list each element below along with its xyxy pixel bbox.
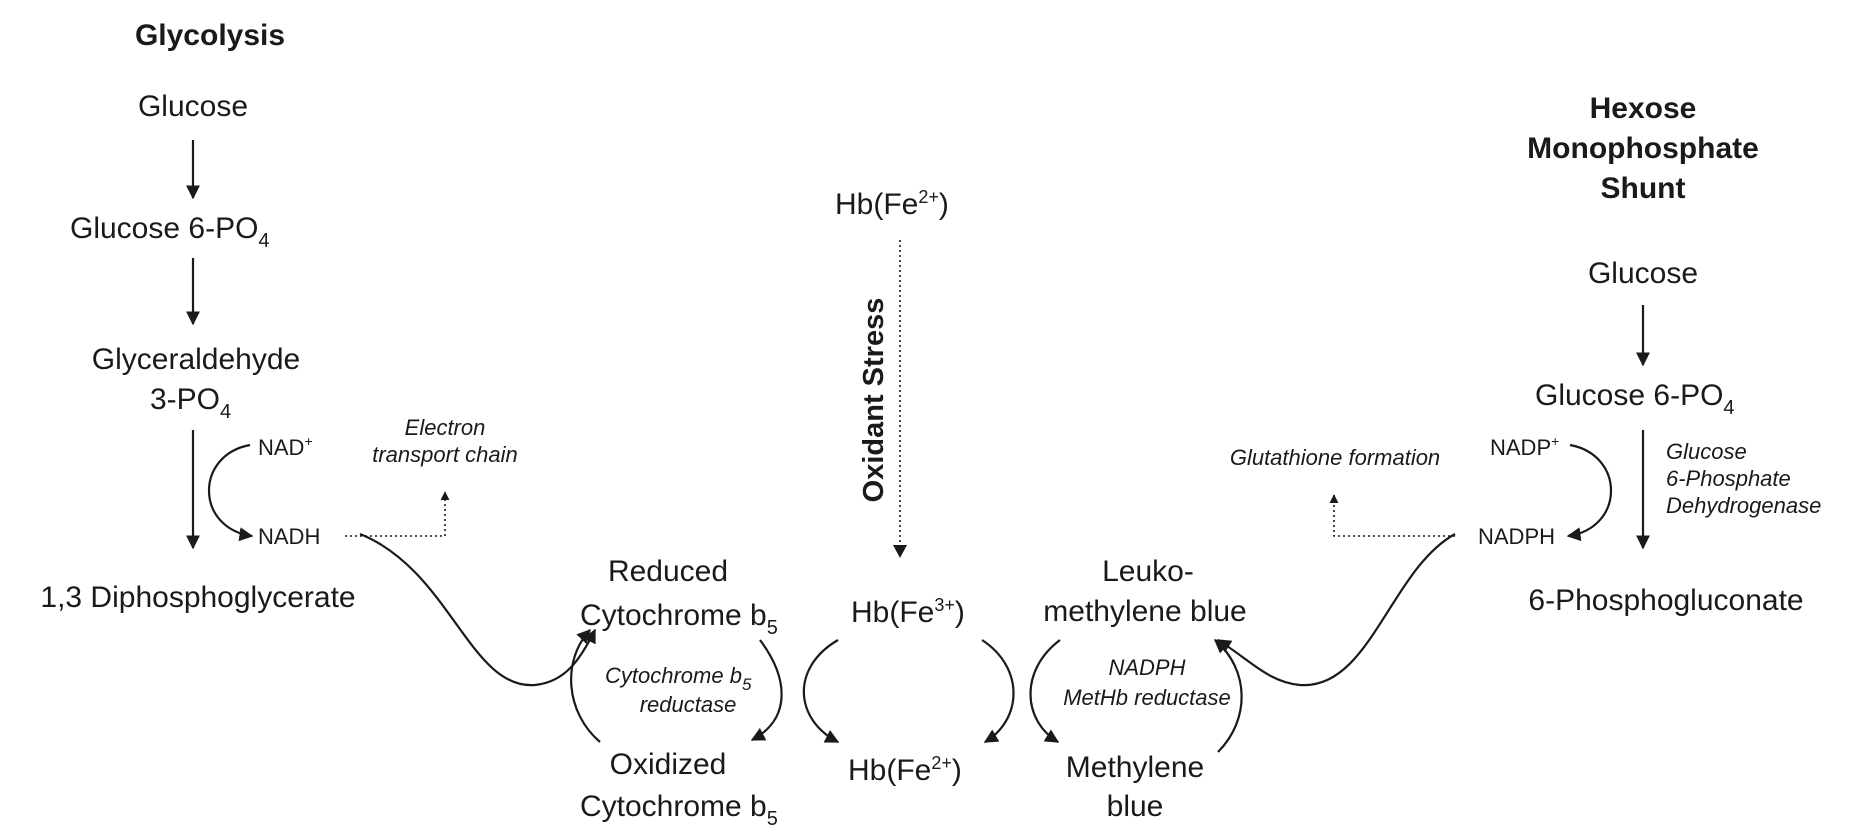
arrow-oxidized-to-reduced xyxy=(570,628,601,743)
glutathione-label: Glutathione formation xyxy=(1230,445,1440,470)
dpg-label: 1,3 Diphosphoglycerate xyxy=(40,581,355,614)
dotted-arrow-nadh-to-etc xyxy=(345,491,450,537)
reduced-cytb5-line2: Cytochrome b5 xyxy=(580,599,778,639)
dotted-arrow-nadph-to-glutathione xyxy=(1329,494,1455,537)
glycolysis-g6p: Glucose 6-PO4 xyxy=(70,212,270,252)
hmp-title-line1: Hexose xyxy=(1590,92,1697,125)
arrow-fe3-to-fe2-right xyxy=(981,639,1015,743)
nadh-label: NADH xyxy=(258,524,320,549)
nadph-methb-reductase-line2: MetHb reductase xyxy=(1063,685,1231,710)
reduced-cytb5-line1: Reduced xyxy=(608,555,728,588)
cytb5-reductase-line2: reductase xyxy=(640,692,737,717)
hmp-product: 6-Phosphogluconate xyxy=(1528,584,1803,617)
arrow-reduced-to-oxidized xyxy=(750,639,783,741)
leuko-mb-line2: methylene blue xyxy=(1043,595,1246,628)
oxidized-cytb5-line2: Cytochrome b5 xyxy=(580,790,778,830)
hb-fe3: Hb(Fe3+) xyxy=(851,595,965,629)
hb-fe2-top: Hb(Fe2+) xyxy=(835,187,949,221)
oxidized-cytb5-line1: Oxidized xyxy=(610,748,727,781)
cytb5-reductase-line1: Cytochrome b5 xyxy=(605,663,752,694)
hmp-glucose: Glucose xyxy=(1588,257,1698,290)
curve-nadh-to-cytb5 xyxy=(359,532,596,687)
mb-line2: blue xyxy=(1107,790,1164,823)
arrow-nadp-to-nadph xyxy=(1566,443,1613,542)
glycolysis-gap-line2: 3-PO4 xyxy=(150,383,231,423)
arrow-leuko-to-mb xyxy=(1029,639,1061,743)
arrow-nad-to-nadh xyxy=(207,443,254,542)
hmp-title-line3: Shunt xyxy=(1601,172,1686,205)
nadp-label: NADP+ xyxy=(1490,433,1559,460)
g6pd-line1: Glucose xyxy=(1666,439,1747,464)
oxidant-stress-label: Oxidant Stress xyxy=(858,298,890,503)
g6pd-line2: 6-Phosphate xyxy=(1666,466,1791,491)
mb-line1: Methylene xyxy=(1066,751,1204,784)
nadph-label: NADPH xyxy=(1478,524,1555,549)
oxidant-stress-arrowhead xyxy=(893,545,907,558)
hb-fe2-bottom: Hb(Fe2+) xyxy=(848,753,962,787)
nad-label: NAD+ xyxy=(258,433,313,460)
arrow-fe3-to-fe2-left xyxy=(802,639,840,743)
g6pd-line3: Dehydrogenase xyxy=(1666,493,1821,518)
etc-line2: transport chain xyxy=(372,442,518,467)
leuko-mb-line1: Leuko- xyxy=(1102,555,1194,588)
etc-line1: Electron xyxy=(405,415,486,440)
nadph-methb-reductase-line1: NADPH xyxy=(1108,655,1185,680)
curve-nadph-to-leuko xyxy=(1216,533,1456,687)
glycolysis-glucose: Glucose xyxy=(138,90,248,123)
hmp-title-line2: Monophosphate xyxy=(1527,132,1759,165)
hmp-g6p: Glucose 6-PO4 xyxy=(1535,379,1735,419)
glycolysis-gap-line1: Glyceraldehyde xyxy=(92,343,300,376)
glycolysis-title: Glycolysis xyxy=(135,19,285,52)
